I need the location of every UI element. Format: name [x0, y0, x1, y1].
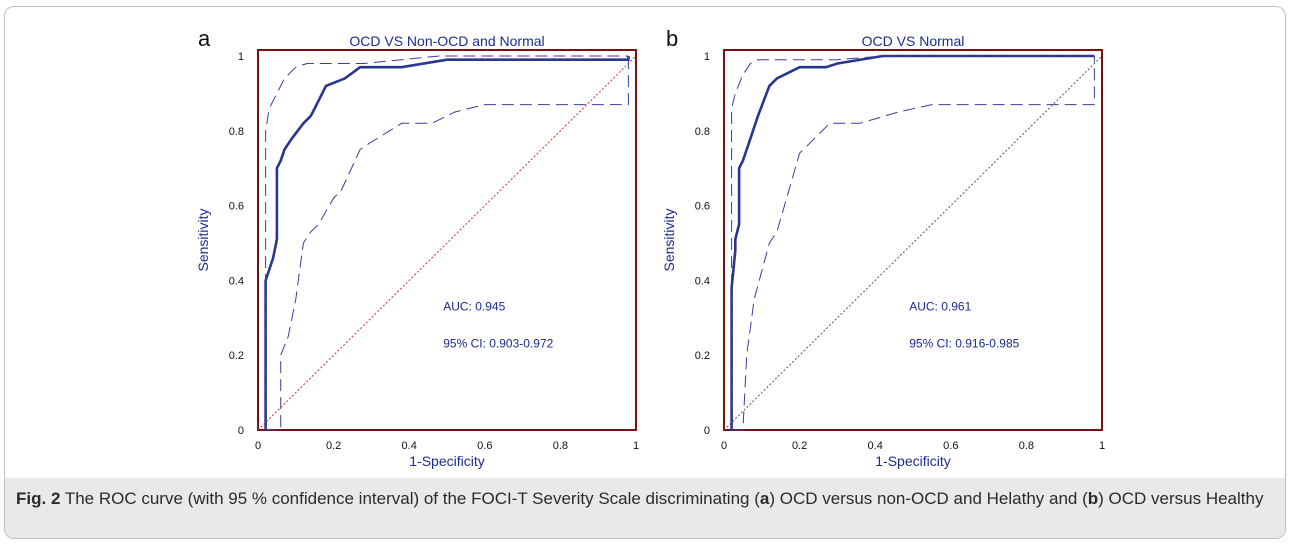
caption-panel-a: a [759, 489, 770, 508]
ci-annotation: 95% CI: 0.916-0.985 [909, 337, 1019, 351]
chart-title: OCD VS Normal [862, 33, 965, 49]
panel-letter: a [198, 26, 211, 51]
ci-annotation: 95% CI: 0.903-0.972 [443, 337, 553, 351]
figure-frame [4, 6, 1286, 539]
roc-curve [730, 54, 1095, 430]
x-tick-label: 0 [255, 440, 261, 452]
panel-letter: b [666, 26, 678, 51]
caption-part1: The ROC curve (with 95 % confidence inte… [60, 489, 760, 508]
y-tick-label: 0 [704, 425, 710, 437]
y-tick-label: 0.4 [695, 275, 710, 287]
x-tick-label: 0.6 [943, 440, 958, 452]
ci-lower-curve [731, 56, 1095, 431]
auc-annotation: AUC: 0.945 [443, 299, 505, 313]
y-tick-label: 0.2 [229, 350, 244, 362]
y-tick-label: 0.6 [229, 201, 244, 213]
y-tick-label: 1 [704, 51, 710, 63]
caption-label: Fig. 2 [16, 489, 61, 508]
caption-part3: ) OCD versus Healthy [1098, 489, 1264, 508]
figure-caption: Fig. 2 The ROC curve (with 95 % confiden… [16, 487, 1276, 511]
y-tick-label: 0.8 [695, 126, 710, 138]
ci-upper-curve [265, 55, 629, 430]
plot-area [257, 49, 637, 431]
x-tick-label: 0.2 [326, 440, 341, 452]
y-tick-label: 1 [238, 51, 244, 63]
x-tick-label: 0.8 [553, 440, 568, 452]
x-tick-label: 1 [1099, 440, 1105, 452]
caption-part2: ) OCD versus non-OCD and Helathy and ( [769, 489, 1088, 508]
y-tick-label: 0.2 [695, 350, 710, 362]
y-tick-label: 0 [238, 425, 244, 437]
x-axis-label: 1-Specificity [875, 453, 950, 469]
caption-bar [5, 478, 1285, 538]
x-tick-label: 0.8 [1019, 440, 1034, 452]
roc-curve [264, 56, 630, 430]
auc-annotation: AUC: 0.961 [909, 299, 971, 313]
reference-diagonal [723, 55, 1103, 431]
x-axis-label: 1-Specificity [409, 453, 484, 469]
caption-panel-b: b [1087, 489, 1099, 508]
y-axis-label: Sensitivity [661, 208, 677, 271]
reference-diagonal [257, 55, 637, 431]
ci-lower-curve [265, 56, 629, 431]
x-tick-label: 0.6 [477, 440, 492, 452]
chart-title: OCD VS Non-OCD and Normal [349, 33, 544, 49]
plot-area [723, 49, 1103, 431]
y-axis-label: Sensitivity [195, 208, 211, 271]
roc-figure: a OCD VS Non-OCD and Normal 0 0.2 0.4 0.6 0.8 1… [195, 26, 1105, 469]
x-tick-label: 0.4 [868, 440, 883, 452]
x-tick-label: 0.2 [792, 440, 807, 452]
y-tick-label: 0.8 [229, 126, 244, 138]
ci-upper-curve [731, 55, 1095, 430]
y-tick-label: 0.4 [229, 275, 244, 287]
x-tick-label: 0 [721, 440, 727, 452]
x-tick-label: 0.4 [402, 440, 417, 452]
x-tick-label: 1 [633, 440, 639, 452]
y-tick-label: 0.6 [695, 201, 710, 213]
